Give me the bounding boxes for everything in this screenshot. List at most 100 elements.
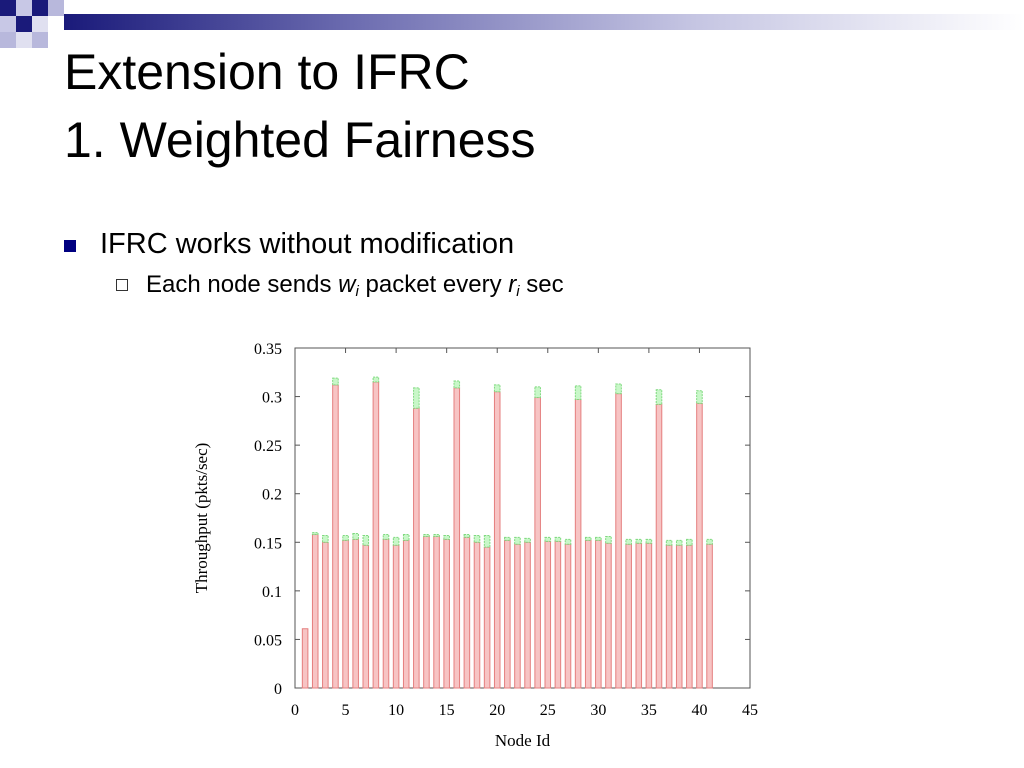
- bar-main: [453, 387, 461, 689]
- bar-main: [352, 538, 359, 689]
- bar-main: [625, 543, 632, 689]
- bar-main: [635, 542, 643, 689]
- bar-stack-top: [362, 534, 370, 546]
- bar-stack-top: [645, 538, 653, 544]
- bar-stack-top: [463, 534, 471, 538]
- y-axis-label: Throughput (pkts/sec): [192, 443, 211, 594]
- x-tick-label: 25: [540, 702, 556, 719]
- bar-stack-top: [311, 532, 319, 536]
- sub-bullet-part1: Each node sends: [146, 271, 339, 298]
- bar-main: [706, 543, 713, 689]
- bar-main: [655, 403, 663, 689]
- bar-main: [392, 544, 400, 689]
- rate-subscript: i: [516, 283, 520, 300]
- sub-bullet-hollow-square-icon: [116, 279, 128, 291]
- x-tick-label: 40: [691, 702, 707, 719]
- y-tick-label: 0.15: [254, 535, 282, 552]
- bar-stack-top: [544, 536, 552, 542]
- bar-main: [534, 397, 541, 689]
- plot-frame: [294, 347, 751, 689]
- x-tick-label: 30: [590, 702, 606, 719]
- bar-stack-top: [574, 385, 582, 400]
- y-tick-label: 0.35: [254, 341, 282, 358]
- bar-main: [342, 539, 349, 689]
- bar-main: [493, 391, 501, 689]
- x-tick-label: 15: [439, 702, 455, 719]
- bar-stack-top: [433, 534, 440, 537]
- bar-main: [564, 543, 572, 689]
- corner-squares-decoration: [0, 0, 64, 48]
- bar-main: [524, 541, 531, 689]
- bar-stack-top: [655, 389, 663, 405]
- y-tick-label: 0.2: [262, 487, 282, 504]
- y-tick-label: 0.3: [262, 390, 282, 407]
- x-tick-label: 45: [742, 702, 758, 719]
- bar-stack-top: [423, 534, 430, 537]
- slide-title-line1: Extension to IFRC: [64, 44, 470, 100]
- bar-main: [332, 384, 339, 689]
- bar-stack-top: [554, 536, 562, 542]
- bar-main: [696, 402, 703, 689]
- bar-stack-top: [564, 538, 572, 545]
- bar-stack-top: [372, 376, 380, 383]
- bar-main: [554, 540, 562, 689]
- bar-main: [443, 538, 450, 689]
- bar-stack-top: [696, 390, 703, 404]
- bar-stack-top: [392, 536, 400, 546]
- bar-main: [433, 535, 440, 689]
- bar-main: [665, 544, 673, 689]
- x-tick-label: 0: [291, 702, 299, 719]
- bar-main: [382, 538, 390, 689]
- weight-subscript: i: [355, 283, 359, 300]
- bar-main: [413, 407, 420, 689]
- y-tick-label: 0: [274, 681, 282, 698]
- bar-stack-top: [443, 534, 450, 540]
- bar-main: [402, 539, 410, 689]
- x-tick-label: 20: [489, 702, 505, 719]
- bar-main: [544, 540, 552, 689]
- bar-stack-top: [605, 535, 612, 544]
- weight-symbol-w: w: [338, 271, 356, 298]
- bar-stack-top: [534, 386, 541, 399]
- bar-stack-top: [402, 534, 410, 541]
- bar-stack-top: [665, 539, 673, 546]
- bar-main: [595, 539, 602, 689]
- y-tick-label: 0.25: [254, 438, 282, 455]
- bar-main: [311, 534, 319, 689]
- sub-bullet-part3: sec: [519, 271, 564, 298]
- bar-stack-top: [352, 533, 359, 540]
- title-accent-bar: [64, 14, 1024, 30]
- bullet-square-icon: [64, 240, 76, 252]
- bar-main: [362, 544, 370, 689]
- bar-main: [372, 381, 380, 689]
- rate-symbol-r: r: [508, 271, 517, 298]
- bar-stack-top: [493, 384, 501, 393]
- bar-stack-top: [686, 538, 693, 546]
- bar-stack-top: [584, 536, 592, 541]
- bar-main: [645, 542, 653, 689]
- bar-main: [574, 398, 582, 689]
- bar-stack-top: [413, 387, 420, 409]
- sub-bullet-text: Each node sends wi packet every ri sec: [146, 270, 564, 300]
- bar-stack-top: [615, 383, 622, 395]
- bar-stack-top: [514, 536, 521, 545]
- sub-bullet-part2: packet every: [358, 271, 509, 298]
- bar-main: [514, 543, 521, 689]
- x-tick-label: 35: [641, 702, 657, 719]
- bar-stack-top: [473, 534, 481, 543]
- x-tick-label: 5: [342, 702, 350, 719]
- bar-main: [473, 541, 481, 689]
- bar-stack-top: [635, 538, 643, 544]
- bar-stack-top: [483, 534, 491, 548]
- bar-stack-top: [524, 537, 531, 543]
- bar-stack-top: [675, 539, 683, 546]
- bar-main: [615, 393, 622, 689]
- bar-stack-top: [382, 534, 390, 540]
- bar-main: [675, 544, 683, 689]
- bar-stack-top: [504, 536, 511, 541]
- y-tick-label: 0.05: [254, 632, 282, 649]
- x-axis-label: Node Id: [495, 731, 551, 750]
- y-tick-label: 0.1: [262, 584, 282, 601]
- x-tick-label: 10: [388, 702, 404, 719]
- bar-main: [463, 536, 471, 689]
